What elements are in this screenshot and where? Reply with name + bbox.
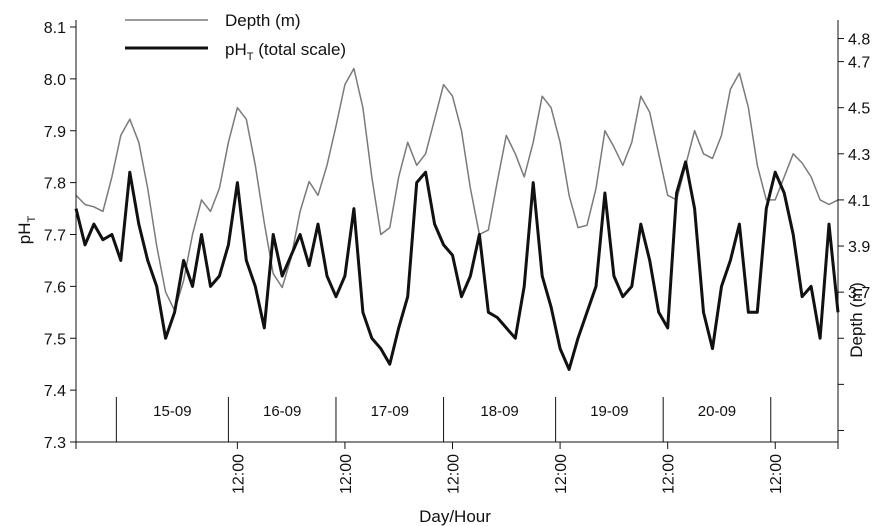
y2-tick-label: 4.5 [848, 101, 870, 118]
y-axis-title-main: pH [15, 223, 34, 245]
y-axis-title-sub: T [26, 216, 38, 223]
y2-tick-label: 3.9 [848, 239, 870, 256]
depth-series-line [75, 67, 839, 312]
day-label: 17-09 [371, 403, 409, 420]
day-label: 19-09 [590, 403, 628, 420]
legend-label-depth: Depth (m) [225, 11, 301, 30]
day-label: 15-09 [153, 403, 191, 420]
x-tick-label: 12:00 [553, 454, 570, 494]
x-tick-label: 12:00 [768, 454, 785, 494]
ph-series-line [74, 160, 840, 371]
x-tick-label: 12:00 [661, 454, 678, 494]
y2-tick-label: 4.8 [848, 32, 870, 49]
y-tick-label: 7.5 [44, 331, 66, 348]
axes: 7.3 7.4 7.5 7.6 7.7 7.8 7.9 8.0 8.1 3.7 3.9 4.1 4.3 4… [44, 20, 870, 494]
y-tick-label: 8.0 [44, 72, 66, 89]
ph-series [74, 160, 840, 371]
y-tick-label: 8.1 [44, 20, 66, 37]
legend: Depth (m) pHT (total scale) [125, 11, 346, 63]
svg-text:pHT: pHT [15, 216, 38, 245]
day-band: 15-09 16-09 17-09 18-09 19-09 20-09 [115, 397, 772, 442]
y2-tick-label: 4.3 [848, 147, 870, 164]
y2-tick-label: 4.1 [848, 193, 870, 210]
day-label: 16-09 [263, 403, 301, 420]
y-axis-title: pHT [15, 216, 38, 245]
y-tick-label: 7.3 [44, 435, 66, 452]
x-tick-label: 12:00 [338, 454, 355, 494]
y2-tick-label: 3.7 [848, 285, 870, 302]
y-tick-label: 7.4 [44, 383, 66, 400]
y-tick-label: 7.6 [44, 279, 66, 296]
x-tick-label: 12:00 [446, 454, 463, 494]
y-tick-label: 7.9 [44, 124, 66, 141]
y2-tick-label: 4.7 [848, 55, 870, 72]
svg-text:Depth (m): Depth (m) [847, 282, 866, 358]
y-tick-label: 7.8 [44, 176, 66, 193]
day-label: 18-09 [480, 403, 518, 420]
y-tick-label: 7.7 [44, 228, 66, 245]
y2-axis-title: Depth (m) [847, 282, 866, 358]
x-axis-title: Day/Hour [419, 507, 491, 526]
day-label: 20-09 [698, 403, 736, 420]
x-tick-label: 12:00 [230, 454, 247, 494]
legend-label-ph: pHT (total scale) [225, 40, 346, 63]
depth-series [75, 67, 839, 312]
